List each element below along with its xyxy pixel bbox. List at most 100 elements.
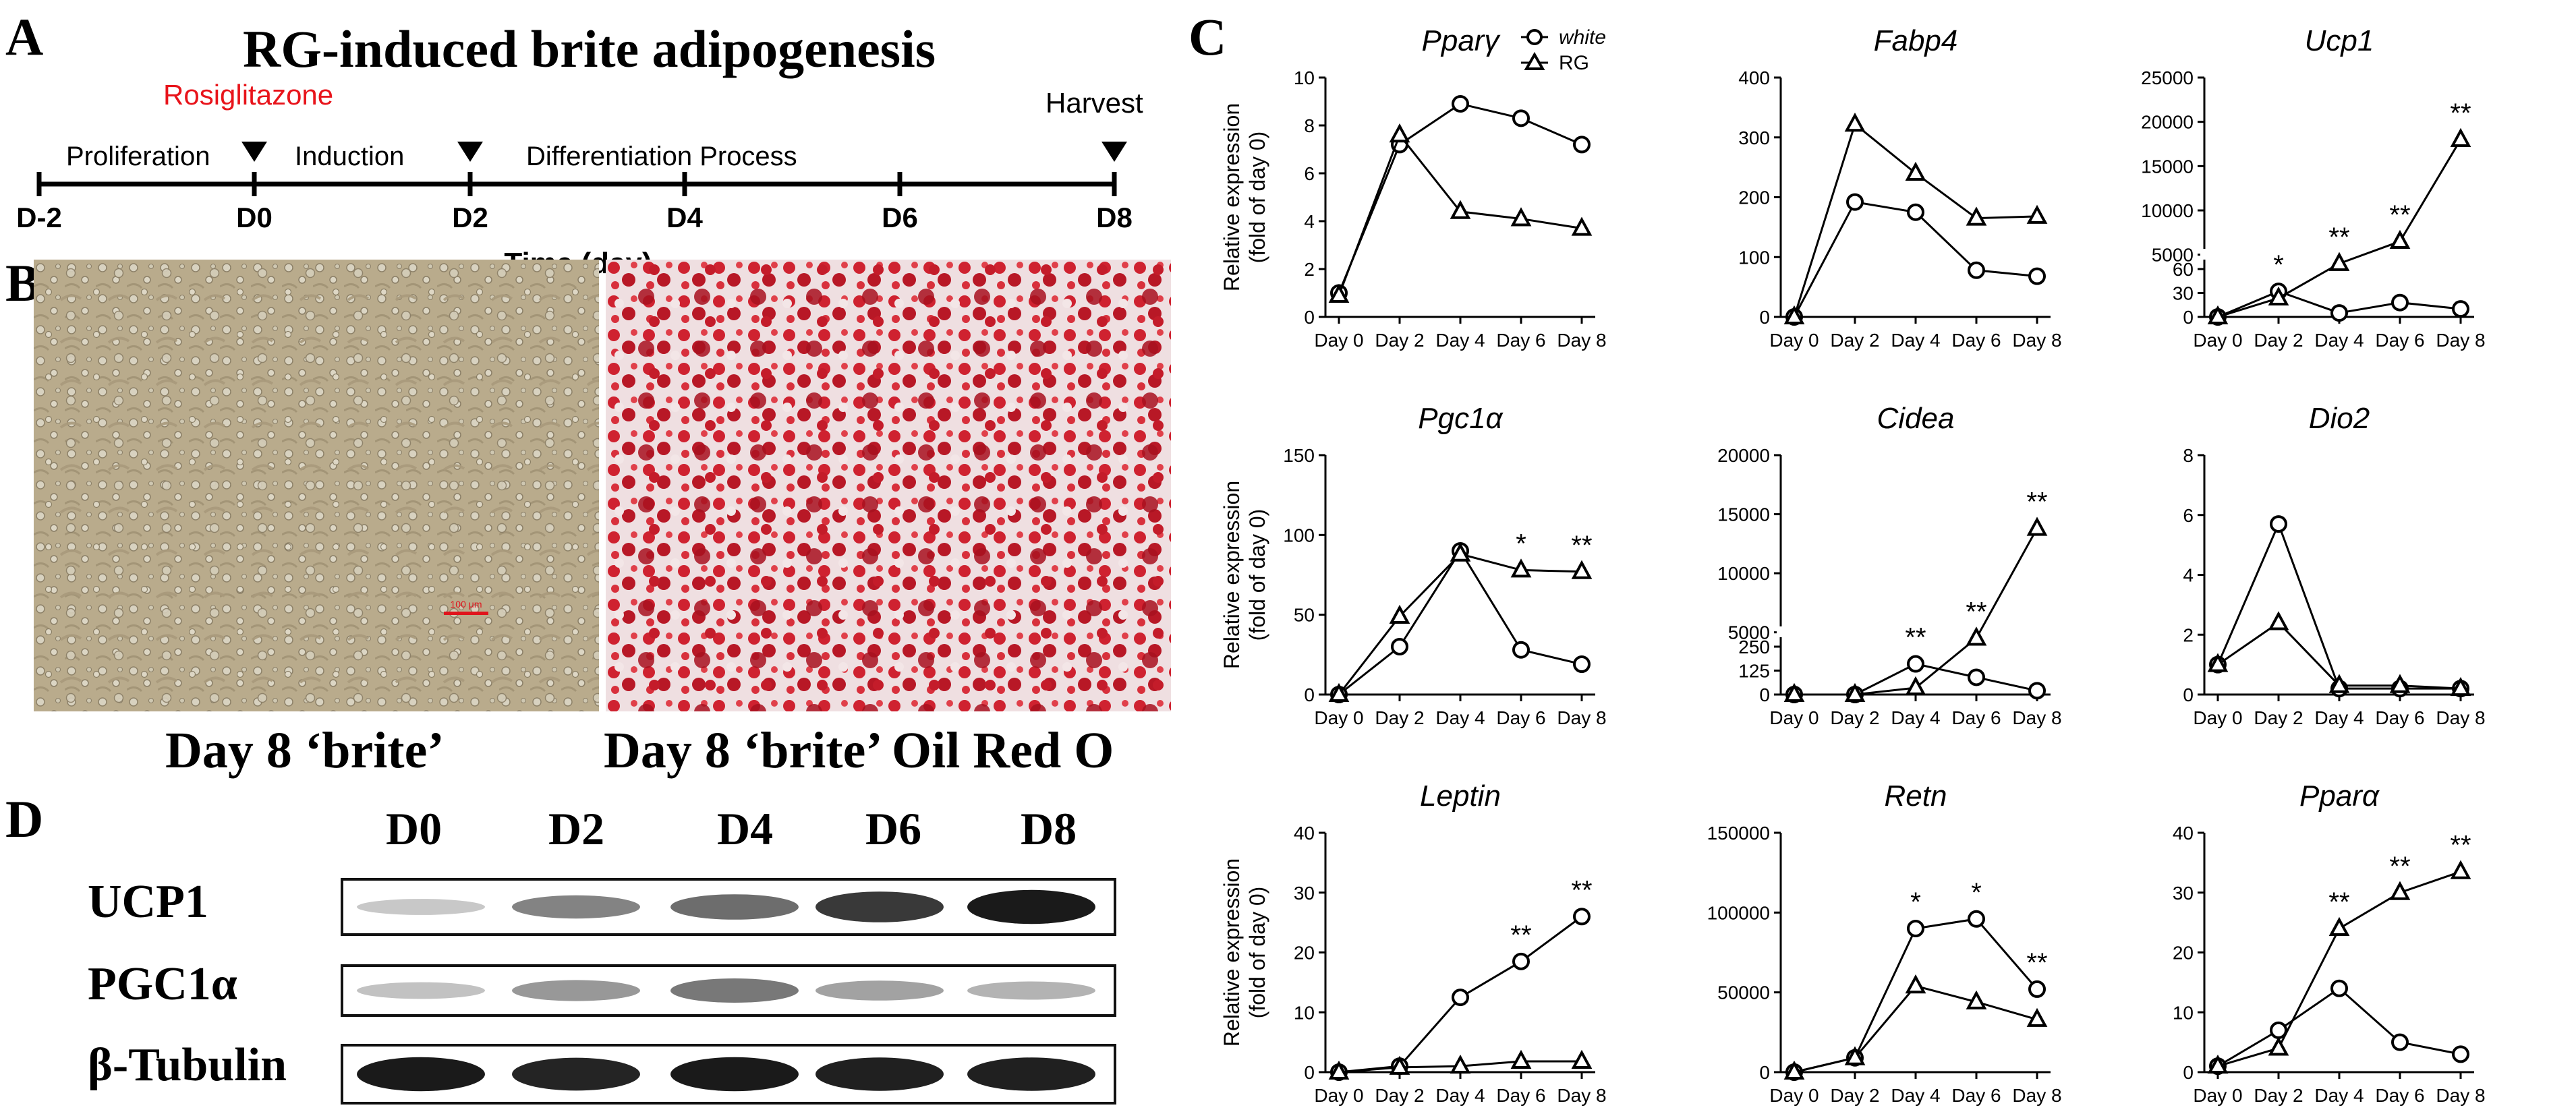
data-point-rg — [1571, 216, 1593, 236]
x-tick-label: Day 2 — [1375, 707, 1424, 728]
x-tick-label: Day 0 — [2193, 330, 2242, 351]
blot-ucp1 — [341, 878, 1116, 936]
x-tick-label: Day 4 — [1435, 707, 1485, 728]
data-point-rg — [2389, 229, 2411, 249]
y-tick-label: 125 — [1738, 661, 1770, 682]
tick-label: D4 — [666, 202, 703, 233]
chart-title: Retn — [1885, 779, 1947, 813]
significance-marker: ** — [1571, 875, 1592, 905]
x-tick-label: Day 0 — [1769, 330, 1819, 351]
lane-label: D6 — [865, 803, 922, 854]
chart-9: Pparα 0 10 20 30 40 Day 0 Day 2 Day 4 Day 6 Day 8 *… — [2173, 779, 2486, 1106]
data-point-rg — [2450, 127, 2471, 147]
y-tick-label: 2 — [1304, 259, 1315, 280]
legend-marker-rg — [1524, 51, 1545, 70]
blot-band — [967, 981, 1095, 1000]
arrowhead-d2 — [457, 142, 483, 162]
x-tick-label: Day 6 — [2375, 330, 2424, 351]
data-point-white — [2270, 1021, 2287, 1039]
y-tick-label: 15000 — [1717, 504, 1770, 525]
y-tick-label: 100000 — [1707, 902, 1770, 923]
data-point-rg — [1783, 682, 1805, 702]
data-point-rg — [2328, 916, 2350, 936]
data-point-white — [1452, 989, 1469, 1007]
chart-legend: white RG — [1521, 26, 1606, 74]
data-point-rg — [2207, 653, 2229, 672]
data-point-rg — [2026, 517, 2048, 536]
phase-induction: Induction — [295, 142, 404, 171]
blot-band — [670, 894, 799, 920]
y-tick-label: 2 — [2183, 624, 2194, 645]
blot-label-pgc1a: PGC1α — [88, 958, 237, 1010]
significance-marker: * — [2273, 250, 2284, 280]
data-point-white — [2028, 267, 2046, 285]
x-tick-label: Day 6 — [1496, 1085, 1545, 1106]
y-tick-label: 0 — [1759, 684, 1770, 705]
y-axis-label: Relative expression — [1220, 103, 1244, 291]
x-tick-label: Day 6 — [1496, 707, 1545, 728]
x-tick-label: Day 6 — [1496, 330, 1545, 351]
data-point-rg — [1510, 1049, 1532, 1069]
blot-label-ucp1: UCP1 — [88, 876, 208, 928]
y-axis-label: Relative expression — [1220, 858, 1244, 1047]
x-tick-label: Day 8 — [1557, 330, 1606, 351]
chart-1: Pparγ 0 2 4 6 8 10 Day 0 Day 2 Day 4 Day 6 Day 8 Rel… — [1220, 24, 1607, 351]
x-tick-label: Day 8 — [1557, 707, 1606, 728]
data-point-rg — [2268, 286, 2289, 306]
chart-title: Cidea — [1877, 402, 1955, 435]
expression-charts: Pparγ 0 2 4 6 8 10 Day 0 Day 2 Day 4 Day 6 Day 8 Rel… — [1220, 24, 2486, 1106]
y-tick-label: 30 — [2173, 883, 2194, 904]
data-point-rg — [2207, 1054, 2229, 1074]
tick-label: D0 — [236, 202, 273, 233]
data-point-rg — [1389, 604, 1410, 624]
x-tick-label: Day 0 — [2193, 1085, 2242, 1106]
blot-band — [967, 889, 1095, 924]
data-point-white — [2391, 293, 2409, 312]
scale-bar-label: 100 μm — [451, 599, 482, 610]
lane-label: D2 — [548, 803, 605, 854]
x-tick-label: Day 4 — [2314, 330, 2364, 351]
axis-break — [2200, 249, 2208, 260]
x-tick-label: Day 4 — [1891, 707, 1940, 728]
data-point-white — [2452, 1045, 2469, 1063]
significance-marker: ** — [2328, 887, 2349, 917]
x-tick-label: Day 2 — [1375, 1085, 1424, 1106]
tick-label: D6 — [882, 202, 918, 233]
data-point-rg — [1328, 283, 1350, 303]
significance-marker: ** — [2389, 852, 2410, 881]
y-tick-label: 20000 — [2141, 112, 2194, 133]
x-tick-label: Day 6 — [1951, 1085, 2001, 1106]
data-point-rg — [1450, 200, 1471, 219]
data-point-white — [1907, 920, 1924, 937]
panel-label-d: D — [5, 790, 44, 848]
data-point-rg — [2207, 305, 2229, 324]
data-point-rg — [2328, 674, 2350, 693]
data-point-rg — [2389, 881, 2411, 900]
x-tick-label: Day 4 — [1435, 1085, 1485, 1106]
legend-marker-white — [1526, 29, 1543, 45]
significance-marker: ** — [1905, 623, 1926, 653]
y-tick-label: 0 — [1304, 684, 1315, 705]
data-point-rg — [1905, 974, 1926, 994]
x-tick-label: Day 0 — [1769, 1085, 1819, 1106]
x-tick-label: Day 8 — [2436, 1085, 2485, 1106]
x-tick-label: Day 8 — [2436, 707, 2485, 728]
blot-band — [670, 978, 799, 1003]
data-point-rg — [1844, 113, 1866, 132]
panel-label-a: A — [5, 7, 44, 66]
arrowhead-harvest — [1101, 142, 1127, 162]
data-point-white — [1512, 109, 1530, 127]
y-tick-label: 30 — [1294, 883, 1315, 904]
x-tick-label: Day 2 — [1375, 330, 1424, 351]
y-tick-label: 150 — [1283, 445, 1315, 466]
chart-2: Fabp4 0 100 200 300 400 Day 0 Day 2 Day 4 Day 6 Da… — [1738, 24, 2061, 351]
data-point-rg — [1510, 207, 1532, 227]
data-point-white — [1573, 908, 1591, 926]
y-tick-label: 4 — [1304, 211, 1315, 232]
tick-label: D8 — [1096, 202, 1133, 233]
data-point-rg — [1450, 542, 1471, 562]
y-tick-label: 50 — [1294, 605, 1315, 626]
arrowhead-d0 — [241, 142, 267, 162]
y-tick-label: 5000 — [2152, 245, 2194, 266]
